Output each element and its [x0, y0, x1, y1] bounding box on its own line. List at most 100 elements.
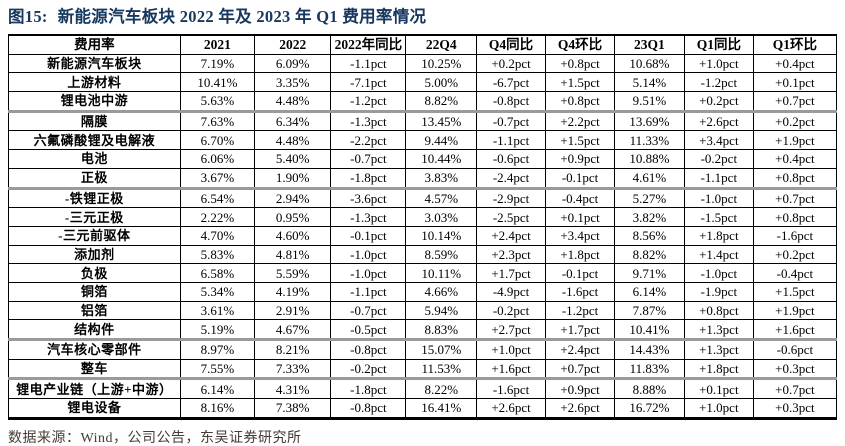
- figure-number: 图15:: [8, 7, 48, 26]
- value-cell: -1.8pct: [330, 167, 407, 190]
- value-cell: +1.8pct: [683, 225, 754, 246]
- table-row: 锂电池中游 5.63% 4.48% -1.2pct 8.82% -0.8pct +0.8pc…: [8, 91, 838, 113]
- value-cell: +1.8pct: [683, 358, 754, 381]
- value-cell: 8.88%: [614, 378, 685, 400]
- row-label: 锂电产业链（上游+中游）: [8, 378, 181, 400]
- value-cell: 2.22%: [179, 207, 256, 227]
- value-cell: -2.9pct: [476, 187, 547, 209]
- value-cell: 5.19%: [179, 319, 256, 341]
- value-cell: -1.5pct: [683, 207, 754, 227]
- column-header: 2021: [179, 34, 256, 55]
- value-cell: 7.19%: [179, 53, 256, 74]
- value-cell: +2.4pct: [476, 225, 547, 246]
- value-cell: +0.8pct: [683, 300, 754, 321]
- value-cell: 4.48%: [254, 130, 332, 151]
- value-cell: 5.94%: [405, 300, 478, 321]
- value-cell: +1.7pct: [545, 319, 616, 341]
- value-cell: -0.6pct: [476, 149, 547, 169]
- row-label: 铝箔: [8, 300, 181, 321]
- value-cell: +1.0pct: [683, 53, 754, 74]
- value-cell: +1.4pct: [683, 244, 754, 265]
- table-row: 电池 6.06% 5.40% -0.7pct 10.44% -0.6pct +0.9pct 1…: [8, 149, 838, 169]
- value-cell: 8.22%: [405, 378, 478, 400]
- row-label: 锂电池中游: [8, 91, 181, 113]
- value-cell: 9.51%: [614, 91, 685, 113]
- value-cell: 11.33%: [614, 130, 685, 151]
- row-label: 整车: [8, 358, 181, 381]
- value-cell: 8.16%: [179, 398, 256, 419]
- value-cell: 11.53%: [405, 358, 478, 381]
- row-label: -三元正极: [8, 207, 181, 227]
- value-cell: 6.58%: [179, 263, 256, 283]
- value-cell: 10.25%: [405, 53, 478, 74]
- value-cell: 6.70%: [179, 130, 256, 151]
- column-header: 22Q4: [405, 34, 478, 55]
- column-header: 23Q1: [614, 34, 685, 55]
- table-row: 锂电产业链（上游+中游） 6.14% 4.31% -1.8pct 8.22% -1.6pc…: [8, 378, 838, 400]
- value-cell: +0.1pct: [545, 207, 616, 227]
- value-cell: -1.8pct: [330, 378, 407, 400]
- row-label: -三元前驱体: [8, 225, 181, 246]
- value-cell: +0.8pct: [752, 207, 838, 227]
- row-label: 上游材料: [8, 72, 181, 93]
- value-cell: -0.2pct: [683, 149, 754, 169]
- value-cell: -1.1pct: [330, 53, 407, 74]
- value-cell: 8.82%: [405, 91, 478, 113]
- value-cell: 5.63%: [179, 91, 256, 113]
- value-cell: -1.3pct: [330, 207, 407, 227]
- column-header: 费用率: [8, 34, 181, 55]
- value-cell: 6.09%: [254, 53, 332, 74]
- value-cell: -1.2pct: [330, 91, 407, 113]
- value-cell: +1.9pct: [752, 300, 838, 321]
- value-cell: 7.63%: [179, 110, 256, 132]
- value-cell: 3.03%: [405, 207, 478, 227]
- value-cell: +2.3pct: [476, 244, 547, 265]
- value-cell: 4.57%: [405, 187, 478, 209]
- value-cell: 2.94%: [254, 187, 332, 209]
- table-row: 六氟磷酸锂及电解液 6.70% 4.48% -2.2pct 9.44% -1.1pct +1…: [8, 130, 838, 151]
- row-label: 正极: [8, 167, 181, 190]
- value-cell: -6.7pct: [476, 72, 547, 93]
- value-cell: 4.81%: [254, 244, 332, 265]
- value-cell: 11.83%: [614, 358, 685, 381]
- value-cell: -0.2pct: [330, 358, 407, 381]
- value-cell: 5.27%: [614, 187, 685, 209]
- value-cell: 16.72%: [614, 398, 685, 419]
- value-cell: -0.2pct: [476, 300, 547, 321]
- value-cell: +3.4pct: [545, 225, 616, 246]
- value-cell: -0.6pct: [752, 339, 838, 360]
- value-cell: +0.7pct: [545, 358, 616, 381]
- table-row: 添加剂 5.83% 4.81% -1.0pct 8.59% +2.3pct +1.8pct 8…: [8, 244, 838, 265]
- row-label: 六氟磷酸锂及电解液: [8, 130, 181, 151]
- value-cell: 3.83%: [405, 167, 478, 190]
- column-header: Q4环比: [545, 34, 616, 55]
- value-cell: 2.91%: [254, 300, 332, 321]
- table-row: -铁锂正极 6.54% 2.94% -3.6pct 4.57% -2.9pct -0.4pc…: [8, 187, 838, 209]
- value-cell: +1.3pct: [683, 319, 754, 341]
- value-cell: 6.06%: [179, 149, 256, 169]
- value-cell: 4.67%: [254, 319, 332, 341]
- value-cell: 4.19%: [254, 281, 332, 302]
- table-row: 结构件 5.19% 4.67% -0.5pct 8.83% +2.7pct +1.7pct 1…: [8, 319, 838, 341]
- value-cell: 10.41%: [179, 72, 256, 93]
- value-cell: -1.1pct: [330, 281, 407, 302]
- value-cell: +0.8pct: [545, 91, 616, 113]
- value-cell: +2.4pct: [545, 339, 616, 360]
- value-cell: 1.90%: [254, 167, 332, 190]
- value-cell: -2.2pct: [330, 130, 407, 151]
- table-row: 负极 6.58% 5.59% -1.0pct 10.11% +1.7pct -0.1pct 9…: [8, 263, 838, 283]
- table-row: -三元正极 2.22% 0.95% -1.3pct 3.03% -2.5pct +0.1pc…: [8, 207, 838, 227]
- value-cell: -1.2pct: [683, 72, 754, 93]
- value-cell: 5.83%: [179, 244, 256, 265]
- value-cell: -1.0pct: [683, 187, 754, 209]
- value-cell: +0.7pct: [752, 187, 838, 209]
- header-row: 费用率 2021 2022 2022年同比 22Q4 Q4同比 Q4环比 23Q1 Q1同比 Q1…: [8, 34, 838, 55]
- value-cell: -1.6pct: [545, 281, 616, 302]
- column-header: Q4同比: [476, 34, 547, 55]
- value-cell: +2.2pct: [545, 110, 616, 132]
- table-row: 铝箔 3.61% 2.91% -0.7pct 5.94% -0.2pct -1.2pct 7.…: [8, 300, 838, 321]
- value-cell: -1.1pct: [476, 130, 547, 151]
- value-cell: -0.7pct: [330, 300, 407, 321]
- value-cell: +1.5pct: [752, 281, 838, 302]
